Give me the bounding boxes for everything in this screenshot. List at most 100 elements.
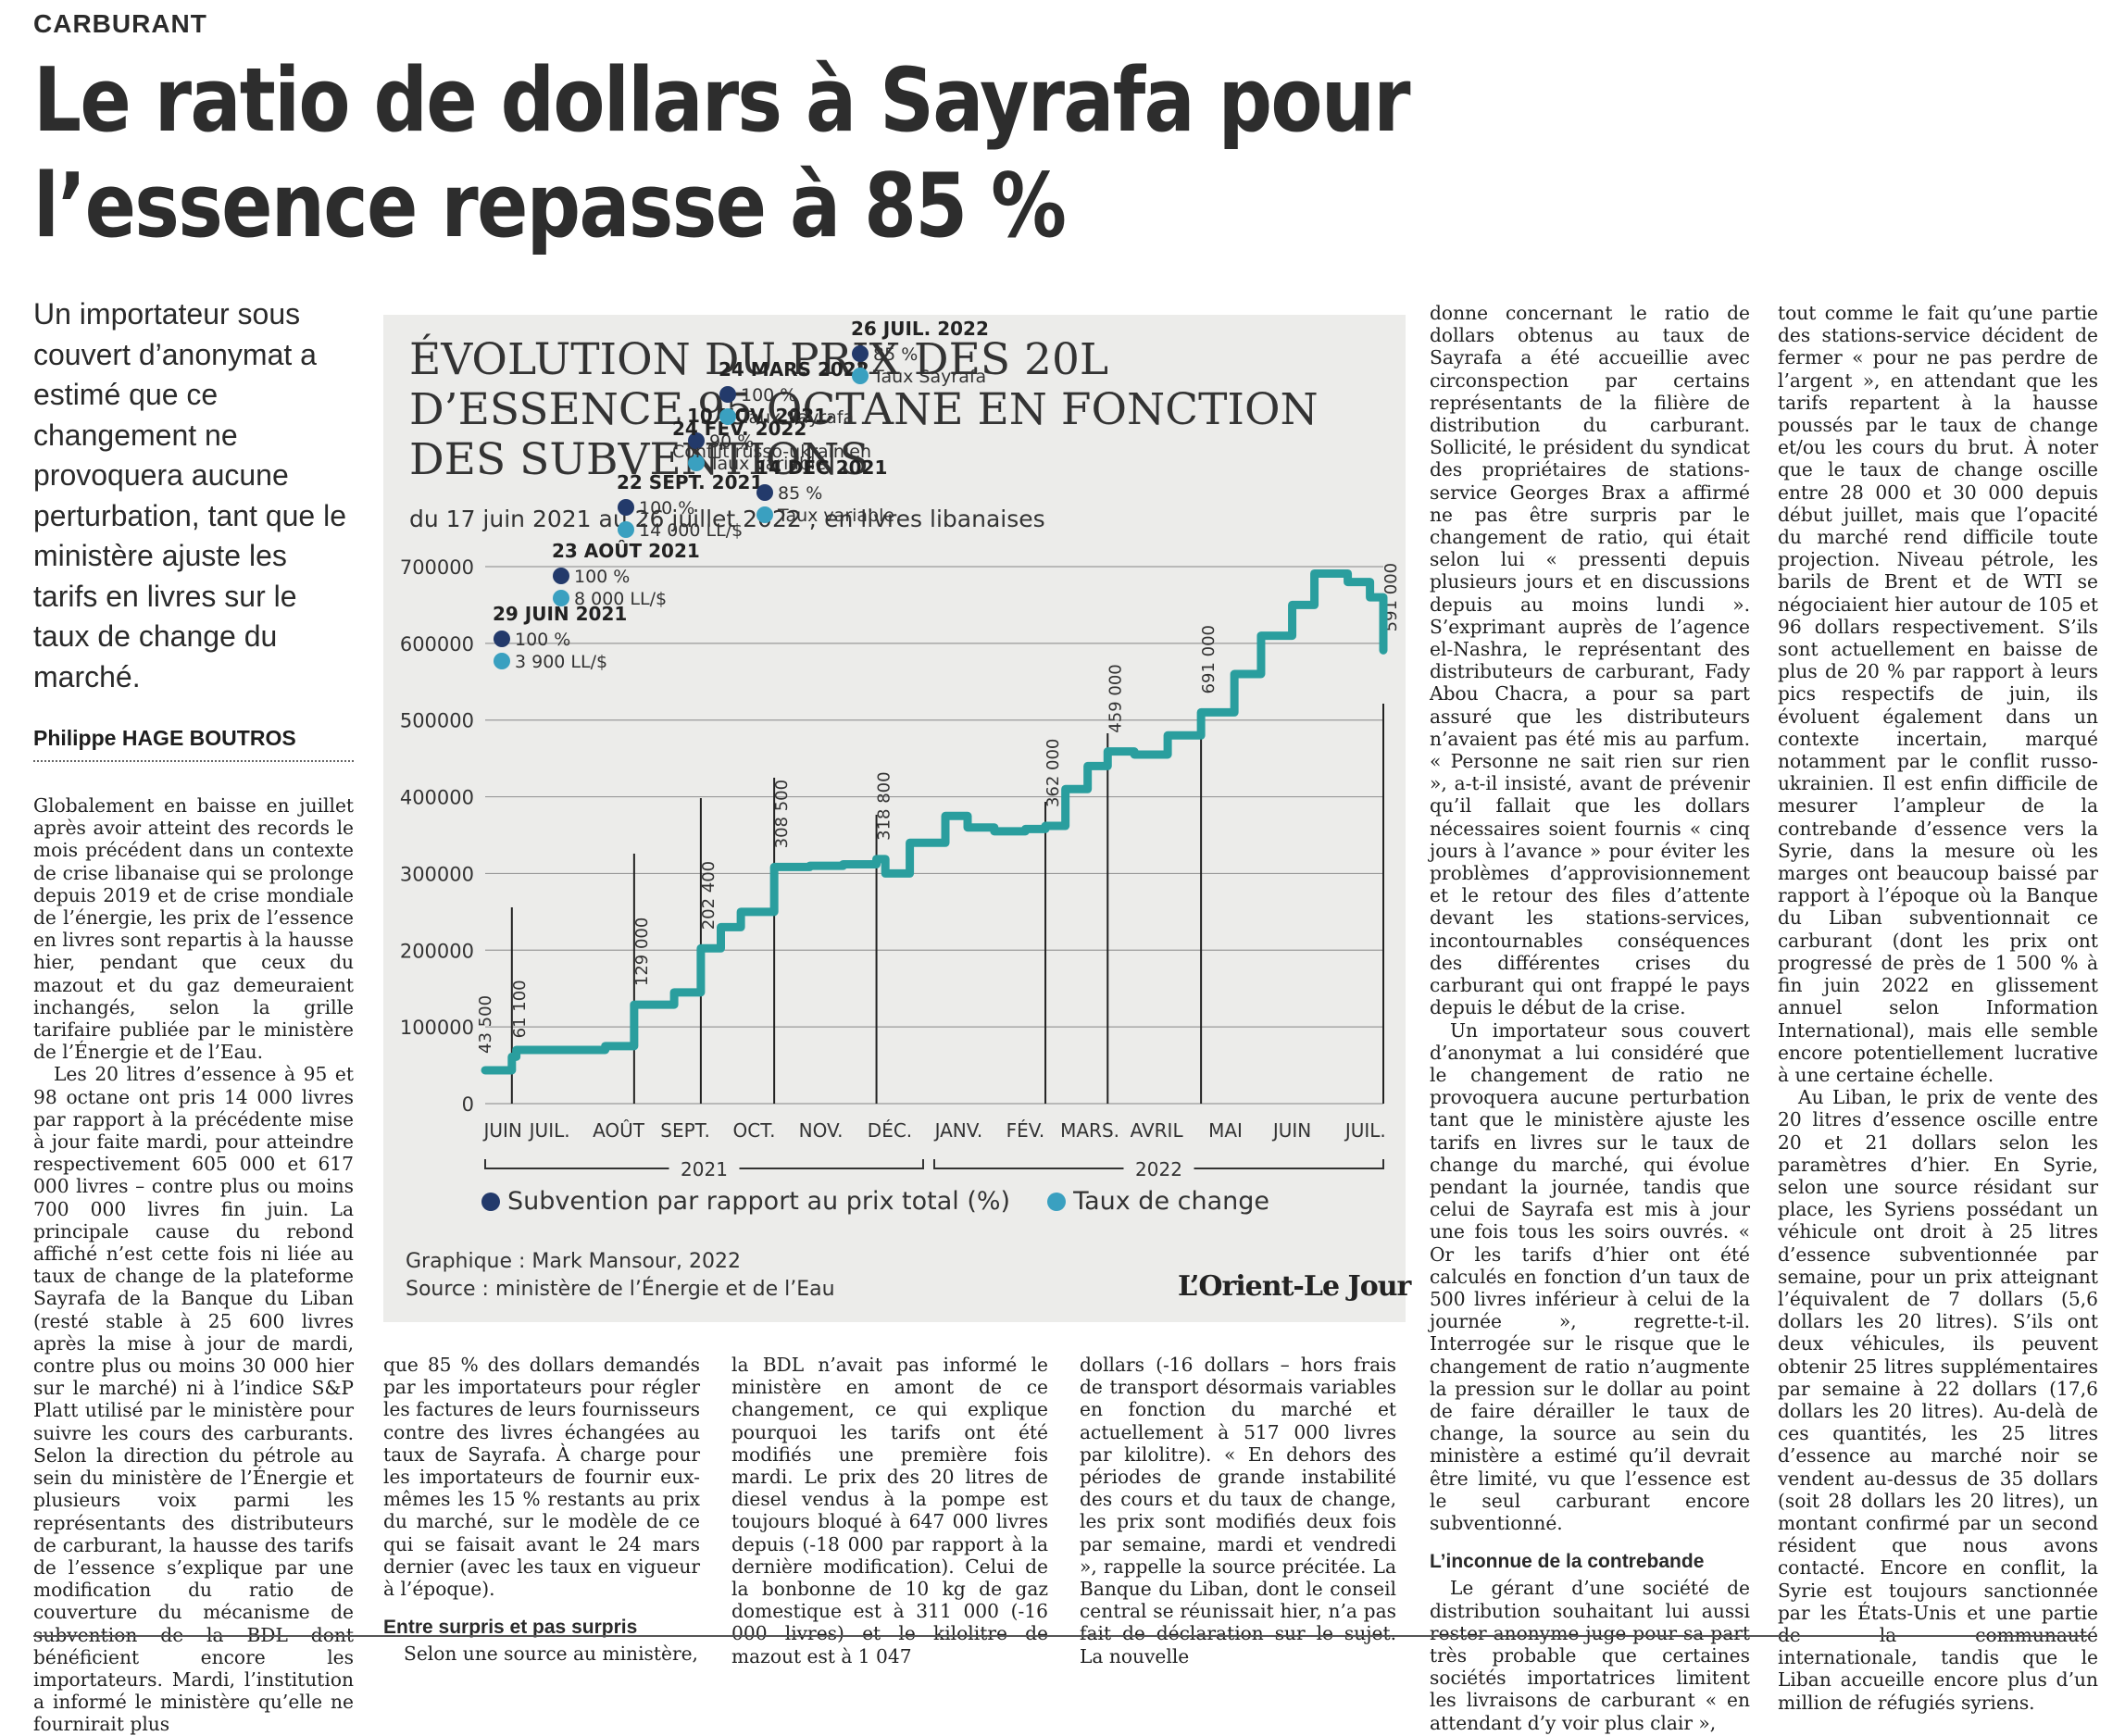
annotation-date: 23 AOÛT 2021: [552, 540, 700, 562]
annotation-date: 10 NOV. 2021: [687, 405, 827, 427]
rate-dot: [688, 455, 705, 471]
year-label-bg: [1123, 1155, 1194, 1181]
annotation-rate: 3 900 LL/$: [515, 652, 607, 672]
rate-dot: [553, 590, 569, 606]
paragraph: que 85 % des dollars demandés par les im…: [383, 1354, 701, 1601]
y-tick-label: 300000: [400, 863, 474, 885]
value-label: 362 000: [1044, 739, 1063, 807]
annotation-subsidy: 85 %: [778, 483, 822, 504]
value-label: 43 500: [476, 995, 495, 1054]
rate-dot: [494, 653, 510, 669]
article-column-3: la BDL n’avait pas informé le ministère …: [731, 1354, 1048, 1667]
annotation-date: 29 JUIN 2021: [493, 603, 627, 625]
y-tick-label: 200000: [400, 940, 474, 962]
infographic-panel: [383, 315, 1406, 1322]
y-tick-label: 600000: [400, 633, 474, 656]
rate-legend-dot: [1047, 1192, 1067, 1211]
annotation-subsidy: 100 %: [574, 567, 630, 587]
paragraph: Globalement en baisse en juillet après a…: [33, 794, 354, 1064]
rate-dot: [852, 368, 869, 384]
annotation-rate: 14 000 LL/$: [639, 520, 743, 541]
article-column-4: dollars (-16 dollars – hors frais de tra…: [1080, 1354, 1396, 1667]
annotation-date: 22 SEPT. 2021: [617, 471, 763, 493]
rate-dot: [618, 521, 634, 538]
annotation-subsidy: 100 %: [639, 498, 694, 518]
month-label: DÉC.: [868, 1119, 912, 1142]
infographic-subtitle: du 17 juin 2021 au 26 juillet 2022 ; en …: [409, 506, 1045, 532]
credit-source: Source : ministère de l’Énergie et de l’…: [406, 1278, 835, 1301]
price-series-line: [481, 568, 1388, 1075]
value-label: 202 400: [699, 861, 719, 930]
month-label: AVRIL: [1131, 1119, 1184, 1142]
month-label: JUIN: [482, 1119, 522, 1142]
paragraph: tout comme le fait qu’une partie des sta…: [1778, 302, 2098, 1086]
y-tick-label: 100000: [400, 1017, 474, 1039]
annotation-note: Conflit russo-ukrainien: [672, 442, 871, 462]
month-label: AOÛT: [593, 1119, 645, 1142]
value-label: 61 100: [510, 980, 530, 1038]
value-label: 459 000: [1106, 664, 1125, 732]
month-label: FÉV.: [1006, 1119, 1045, 1142]
credit-author: Graphique : Mark Mansour, 2022: [406, 1250, 741, 1273]
year-label: 2022: [1135, 1158, 1182, 1180]
rate-dot: [756, 506, 773, 523]
month-label: MAI: [1208, 1119, 1243, 1142]
subsidy-dot: [756, 484, 773, 501]
article-column-6: tout comme le fait qu’une partie des sta…: [1778, 302, 2098, 1714]
subsidy-dot: [494, 631, 510, 647]
month-label: JUIL.: [528, 1119, 570, 1142]
subsidy-dot: [719, 386, 736, 403]
paragraph: Le gérant d’une société de distribution …: [1430, 1577, 1750, 1734]
month-label: MARS.: [1060, 1119, 1119, 1142]
subheading: Entre surpris et pas surpris: [383, 1617, 638, 1639]
price-line-chart: 0 100000 200000 300000 400000 500000 600000 700…: [400, 318, 1401, 1181]
subsidy-legend-dot: [481, 1192, 500, 1211]
month-label: JUIN: [1271, 1119, 1311, 1142]
subheading: L’inconnue de la contrebande: [1430, 1551, 1705, 1573]
paragraph: la BDL n’avait pas informé le ministère …: [731, 1354, 1048, 1667]
value-label: 308 500: [772, 780, 792, 848]
annotation-rate: Taux Sayrafa: [872, 367, 986, 387]
chart-legend: Subvention par rapport au prix total (%)…: [481, 1187, 1269, 1216]
annotation-subsidy: 85 %: [873, 344, 918, 365]
value-label: 129 000: [632, 918, 652, 986]
month-label: JANV.: [933, 1119, 983, 1142]
paragraph: donne concernant le ratio de dollars obt…: [1430, 302, 1750, 1019]
annotation-subsidy: 90 %: [709, 431, 754, 452]
y-tick-label: 0: [462, 1093, 474, 1116]
paragraph: Un importateur sous couvert d’anonymat a…: [1430, 1018, 1750, 1534]
article-column-1: Globalement en baisse en juillet après a…: [33, 794, 354, 1736]
byline: Philippe HAGE BOUTROS: [33, 726, 354, 762]
annotation-rate: Taux variable: [708, 454, 826, 474]
chart-credit: Graphique : Mark Mansour, 2022 Source : …: [406, 1248, 835, 1304]
month-label: SEPT.: [660, 1119, 710, 1142]
legend-rate-label: Taux de change: [1073, 1187, 1270, 1216]
annotation-date: 14 DÉC 2021: [756, 456, 887, 479]
annotation-subsidy: 100 %: [741, 385, 796, 406]
paragraph: dollars (-16 dollars – hors frais de tra…: [1080, 1354, 1396, 1667]
month-label: OCT.: [733, 1119, 776, 1142]
year-label: 2021: [681, 1158, 728, 1180]
legend-subsidy-label: Subvention par rapport au prix total (%): [507, 1187, 1011, 1216]
paragraph: Selon une source au ministère,: [404, 1642, 698, 1666]
month-label: NOV.: [799, 1119, 844, 1142]
subsidy-dot: [553, 568, 569, 584]
y-tick-label: 500000: [400, 710, 474, 732]
subsidy-dot: [688, 432, 705, 449]
paragraph: Au Liban, le prix de vente des 20 litres…: [1778, 1086, 2098, 1714]
section-rubric: CARBURANT: [33, 9, 207, 38]
annotation-date: 26 JUIL. 2022: [851, 318, 989, 340]
article-column-5: donne concernant le ratio de dollars obt…: [1430, 302, 1750, 1734]
bottom-rule: [33, 1635, 2091, 1637]
annotation-rate: Taux variable: [777, 506, 894, 526]
value-label: 318 800: [875, 771, 894, 840]
subsidy-dot: [618, 499, 634, 516]
article-column-2: que 85 % des dollars demandés par les im…: [383, 1354, 700, 1666]
annotation-rate: Taux Sayrafa: [740, 407, 854, 428]
annotation-rate: 8 000 LL/$: [574, 589, 667, 609]
annotation-subsidy: 100 %: [515, 630, 570, 650]
infographic-title: ÉVOLUTION DU PRIX DES 20L D’ESSENCE 95 O…: [409, 334, 1319, 485]
y-tick-label: 700000: [400, 556, 474, 579]
rate-dot: [719, 408, 736, 425]
y-tick-label: 400000: [400, 787, 474, 809]
